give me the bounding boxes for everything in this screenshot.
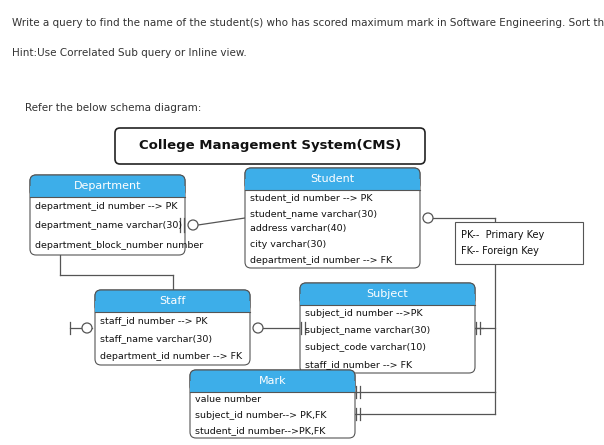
Text: department_block_number number: department_block_number number xyxy=(35,241,204,250)
Text: Department: Department xyxy=(74,181,141,191)
Text: city varchar(30): city varchar(30) xyxy=(250,240,326,249)
FancyBboxPatch shape xyxy=(300,283,475,305)
Text: PK--  Primary Key: PK-- Primary Key xyxy=(461,230,544,240)
Text: Subject: Subject xyxy=(367,289,408,299)
Text: subject_name varchar(30): subject_name varchar(30) xyxy=(305,326,430,335)
Text: department_id number --> PK: department_id number --> PK xyxy=(35,202,178,211)
Text: address varchar(40): address varchar(40) xyxy=(250,224,346,234)
FancyBboxPatch shape xyxy=(190,370,355,392)
FancyBboxPatch shape xyxy=(30,175,185,255)
Text: subject_id number -->PK: subject_id number -->PK xyxy=(305,309,423,318)
Text: student_id number --> PK: student_id number --> PK xyxy=(250,193,373,202)
Text: Hint:Use Correlated Sub query or Inline view.: Hint:Use Correlated Sub query or Inline … xyxy=(12,48,247,58)
Bar xyxy=(30,186,185,197)
Bar xyxy=(245,179,420,190)
Text: FK-- Foreign Key: FK-- Foreign Key xyxy=(461,246,539,256)
Text: Staff: Staff xyxy=(159,296,185,306)
Text: Refer the below schema diagram:: Refer the below schema diagram: xyxy=(25,103,201,113)
Text: Mark: Mark xyxy=(259,376,286,386)
Bar xyxy=(190,381,355,392)
Text: staff_name varchar(30): staff_name varchar(30) xyxy=(100,334,212,343)
Text: department_name varchar(30): department_name varchar(30) xyxy=(35,222,182,231)
FancyBboxPatch shape xyxy=(95,290,250,312)
Text: College Management System(CMS): College Management System(CMS) xyxy=(139,139,401,153)
Text: Student: Student xyxy=(310,174,355,184)
Text: staff_id number --> PK: staff_id number --> PK xyxy=(100,316,208,325)
Text: subject_id number--> PK,FK: subject_id number--> PK,FK xyxy=(195,410,327,420)
Circle shape xyxy=(253,323,263,333)
FancyBboxPatch shape xyxy=(455,222,583,264)
Text: staff_id number --> FK: staff_id number --> FK xyxy=(305,360,412,369)
FancyBboxPatch shape xyxy=(300,283,475,373)
FancyBboxPatch shape xyxy=(245,168,420,190)
Text: student_name varchar(30): student_name varchar(30) xyxy=(250,209,377,218)
Circle shape xyxy=(82,323,92,333)
FancyBboxPatch shape xyxy=(115,128,425,164)
Text: value number: value number xyxy=(195,395,261,404)
FancyBboxPatch shape xyxy=(245,168,420,268)
Text: Write a query to find the name of the student(s) who has scored maximum mark in : Write a query to find the name of the st… xyxy=(12,18,604,28)
Circle shape xyxy=(423,213,433,223)
Text: subject_code varchar(10): subject_code varchar(10) xyxy=(305,343,426,352)
FancyBboxPatch shape xyxy=(30,175,185,197)
FancyBboxPatch shape xyxy=(190,370,355,438)
Bar xyxy=(300,294,475,305)
FancyBboxPatch shape xyxy=(95,290,250,365)
Text: student_id number-->PK,FK: student_id number-->PK,FK xyxy=(195,426,326,435)
Text: department_id number --> FK: department_id number --> FK xyxy=(250,256,392,265)
Text: department_id number --> FK: department_id number --> FK xyxy=(100,352,242,360)
Bar xyxy=(95,301,250,312)
Circle shape xyxy=(188,220,198,230)
